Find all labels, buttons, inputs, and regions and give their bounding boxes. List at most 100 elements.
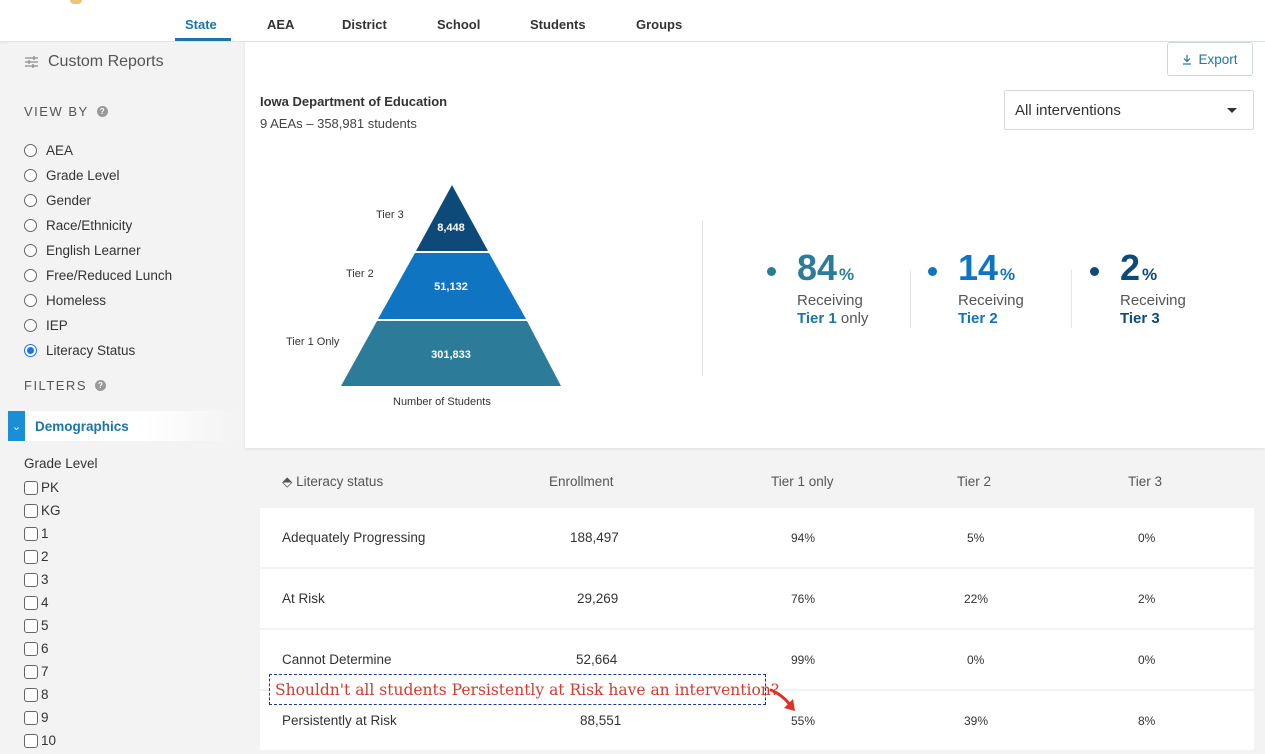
grade-checkbox-8[interactable]: 8 — [24, 687, 49, 702]
checkbox-icon[interactable] — [24, 503, 38, 518]
column-header-literacy-status[interactable]: ⬘ Literacy status — [282, 474, 383, 490]
tab-groups[interactable]: Groups — [636, 17, 683, 32]
radio-icon[interactable] — [24, 219, 37, 232]
table-row[interactable]: At Risk 29,269 76% 22% 2% — [260, 569, 1254, 628]
radio-icon[interactable] — [24, 194, 37, 207]
grade-checkbox-10[interactable]: 10 — [24, 733, 56, 748]
bullet-icon — [767, 267, 776, 276]
stat-percent: % — [839, 265, 855, 284]
cell-tier1: 94% — [791, 531, 816, 545]
grade-checkbox-2[interactable]: 2 — [24, 549, 49, 564]
cell-tier3: 0% — [1138, 653, 1156, 667]
intervention-select[interactable]: All interventions — [1004, 90, 1254, 130]
grade-checkbox-kg[interactable]: KG — [24, 503, 61, 518]
cell-enrollment: 188,497 — [570, 530, 619, 545]
sort-icon[interactable]: ⬘ — [282, 474, 293, 489]
tab-state[interactable]: State — [185, 17, 217, 32]
stat-divider — [1071, 270, 1072, 328]
view-option-label: Free/Reduced Lunch — [46, 268, 173, 283]
radio-icon[interactable] — [24, 319, 37, 332]
table-row[interactable]: Adequately Progressing 188,497 94% 5% 0% — [260, 508, 1254, 567]
pyramid-tier-1 — [341, 321, 561, 386]
column-header-tier-2[interactable]: Tier 2 — [957, 474, 992, 489]
checkbox-icon[interactable] — [24, 595, 38, 610]
grade-checkbox-6[interactable]: 6 — [24, 641, 49, 656]
column-header-tier-1[interactable]: Tier 1 only — [771, 474, 834, 489]
tab-students[interactable]: Students — [530, 17, 586, 32]
export-button[interactable]: Export — [1167, 42, 1253, 76]
help-icon[interactable]: ? — [96, 106, 108, 117]
radio-icon[interactable] — [24, 144, 37, 157]
grade-checkbox-9[interactable]: 9 — [24, 710, 49, 725]
view-option-free-reduced-lunch[interactable]: Free/Reduced Lunch — [24, 268, 172, 283]
column-header-tier-3[interactable]: Tier 3 — [1128, 474, 1163, 489]
grade-checkbox-4[interactable]: 4 — [24, 595, 49, 610]
checkbox-icon[interactable] — [24, 480, 38, 495]
view-option-iep[interactable]: IEP — [24, 318, 68, 333]
grade-checkbox-3[interactable]: 3 — [24, 572, 49, 587]
view-option-race-ethnicity[interactable]: Race/Ethnicity — [24, 218, 132, 233]
pyramid-tier-1-value: 301,833 — [431, 349, 471, 361]
stat-number: 14 — [958, 247, 999, 288]
grade-label: 10 — [41, 733, 57, 748]
view-option-label: Grade Level — [46, 168, 120, 183]
radio-icon[interactable] — [24, 294, 37, 307]
view-option-label: Gender — [46, 193, 92, 208]
radio-icon[interactable] — [24, 244, 37, 257]
view-option-grade-level[interactable]: Grade Level — [24, 168, 120, 183]
grade-checkbox-pk[interactable]: PK — [24, 480, 59, 495]
chevron-down-icon[interactable]: ⌄ — [8, 411, 25, 441]
custom-reports-link[interactable]: Custom Reports — [24, 53, 164, 71]
export-label: Export — [1198, 51, 1238, 67]
pyramid-tier-2-value: 51,132 — [434, 281, 468, 293]
view-option-label: IEP — [46, 318, 68, 333]
column-header-enrollment[interactable]: Enrollment — [549, 474, 614, 489]
view-option-literacy-status[interactable]: Literacy Status — [24, 343, 135, 358]
cell-enrollment: 29,269 — [577, 591, 619, 606]
logo — [70, 0, 82, 4]
view-option-english-learner[interactable]: English Learner — [24, 243, 141, 258]
checkbox-icon[interactable] — [24, 710, 38, 725]
checkbox-icon[interactable] — [24, 549, 38, 564]
active-tab-indicator — [175, 38, 231, 41]
grade-label: 3 — [41, 572, 49, 587]
filters-label: FILTERS — [24, 378, 87, 393]
demographics-accordion[interactable]: ⌄ Demographics — [8, 411, 236, 441]
checkbox-icon[interactable] — [24, 572, 38, 587]
tab-aea[interactable]: AEA — [267, 17, 295, 32]
checkbox-icon[interactable] — [24, 618, 38, 633]
checkbox-icon[interactable] — [24, 687, 38, 702]
pyramid-axis-label: Number of Students — [393, 396, 491, 408]
tab-school[interactable]: School — [437, 17, 481, 32]
grade-checkbox-7[interactable]: 7 — [24, 664, 49, 679]
checkbox-icon[interactable] — [24, 664, 38, 679]
annotation-callout: Shouldn't all students Persistently at R… — [269, 674, 779, 705]
cell-tier2: 39% — [964, 714, 989, 728]
view-option-gender[interactable]: Gender — [24, 193, 91, 208]
checkbox-icon[interactable] — [24, 526, 38, 541]
grade-checkbox-1[interactable]: 1 — [24, 526, 49, 541]
cell-status: Persistently at Risk — [282, 713, 397, 728]
tier-pyramid: 8,448 51,132 301,833 — [341, 185, 561, 386]
grade-checkbox-5[interactable]: 5 — [24, 618, 49, 633]
help-icon[interactable]: ? — [95, 380, 106, 391]
intervention-select-value: All interventions — [1015, 101, 1121, 119]
caret-down-icon — [1227, 108, 1237, 113]
filters-heading: FILTERS ? — [24, 378, 106, 393]
radio-icon[interactable] — [24, 169, 37, 182]
cell-enrollment: 88,551 — [580, 713, 622, 728]
grade-label: 1 — [41, 526, 49, 541]
summary-card: Export Iowa Department of Education 9 AE… — [245, 42, 1265, 448]
grade-label: 7 — [41, 664, 49, 679]
radio-icon[interactable] — [24, 269, 37, 282]
tier-1-label: Tier 1 Only — [286, 336, 340, 348]
view-option-aea[interactable]: AEA — [24, 143, 73, 158]
radio-icon-checked[interactable] — [24, 344, 37, 357]
tab-district[interactable]: District — [342, 17, 387, 32]
checkbox-icon[interactable] — [24, 733, 38, 748]
stat-suffix: only — [836, 310, 869, 327]
checkbox-icon[interactable] — [24, 641, 38, 656]
view-by-label: VIEW BY — [24, 104, 89, 119]
view-option-homeless[interactable]: Homeless — [24, 293, 106, 308]
org-title: Iowa Department of Education — [260, 94, 448, 109]
